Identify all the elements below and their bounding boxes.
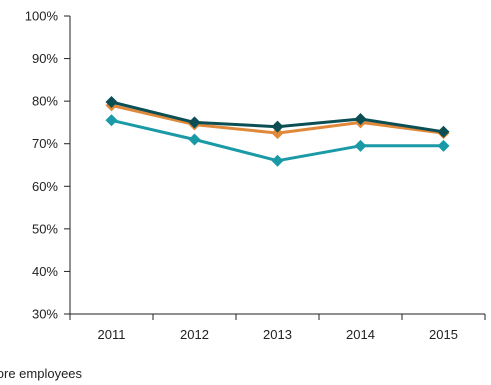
series-layer — [105, 95, 450, 167]
y-tick-label: 60% — [32, 179, 58, 194]
x-tick-label: 2013 — [263, 327, 292, 342]
data-point — [437, 125, 450, 138]
series-1 — [105, 114, 450, 167]
x-tick-label: 2012 — [180, 327, 209, 342]
y-tick-label: 90% — [32, 51, 58, 66]
data-point — [188, 133, 201, 146]
x-axis: 2011 2012 2013 2014 2015 — [69, 313, 486, 342]
y-tick-label: 70% — [32, 136, 58, 151]
y-tick-label: 50% — [32, 221, 58, 236]
data-point — [271, 127, 284, 140]
y-tick-label: 30% — [32, 307, 58, 322]
series-3 — [105, 95, 450, 138]
y-tick-label: 100% — [25, 9, 59, 24]
data-point — [188, 116, 201, 129]
x-tick-label: 2011 — [98, 327, 126, 342]
y-tick-label: 40% — [32, 264, 58, 279]
data-point — [105, 95, 118, 108]
data-point — [354, 139, 367, 152]
series-2 — [105, 99, 450, 140]
x-tick-label: 2015 — [429, 327, 458, 342]
footnote-text: r more employees — [0, 366, 83, 381]
y-tick-label: 80% — [32, 94, 58, 109]
data-point — [271, 154, 284, 167]
x-tick-label: 2014 — [346, 327, 375, 342]
data-point — [271, 120, 284, 133]
data-point — [437, 139, 450, 152]
data-point — [105, 114, 118, 127]
y-axis: 30% 40% 50% 60% 70% 80% 90% 100% — [25, 9, 71, 322]
data-point — [354, 113, 367, 126]
